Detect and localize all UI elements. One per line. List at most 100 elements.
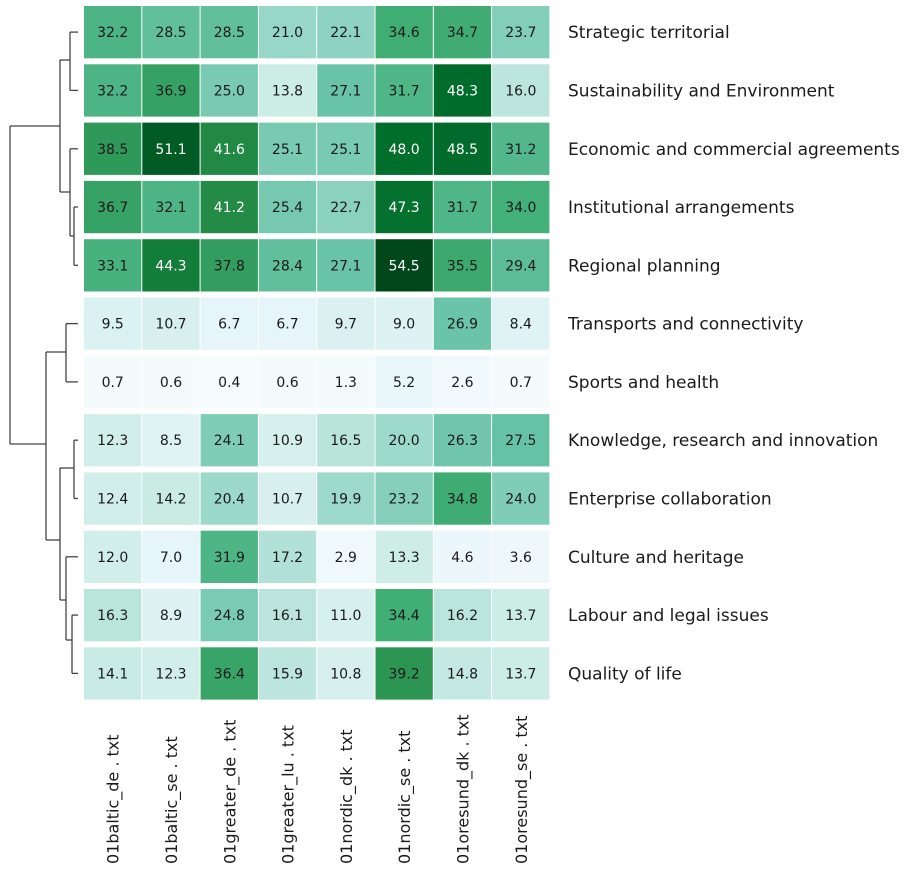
cell-value-label: 12.3 — [155, 666, 186, 682]
heatmap-cell — [492, 180, 550, 234]
heatmap-cell — [433, 355, 492, 409]
cell-value-label: 28.4 — [272, 258, 303, 274]
heatmap-cell — [317, 297, 375, 350]
heatmap-cell — [433, 530, 492, 583]
heatmap-cell — [84, 355, 142, 409]
heatmap-cell — [433, 647, 492, 700]
heatmap-cell — [258, 122, 317, 175]
column-label: 01nordic_dk . txt — [337, 729, 357, 864]
heatmap-cell — [258, 180, 317, 234]
heatmap-cell — [200, 589, 258, 642]
heatmap-cell — [200, 180, 258, 234]
heatmap-cell — [375, 297, 433, 350]
cell-value-label: 41.6 — [214, 142, 245, 158]
heatmap-cell — [258, 239, 317, 292]
cell-value-label: 8.4 — [510, 317, 532, 333]
heatmap-cell — [492, 64, 550, 117]
heatmap-cell — [200, 530, 258, 583]
heatmap-cell — [84, 297, 142, 350]
row-label: Enterprise collaboration — [568, 490, 772, 510]
heatmap-cell — [142, 414, 200, 467]
cell-value-label: 24.0 — [505, 492, 536, 508]
column-label: 01baltic_se . txt — [162, 736, 182, 864]
cell-value-label: 39.2 — [389, 666, 420, 682]
cell-value-label: 4.6 — [451, 550, 473, 566]
cell-value-label: 32.1 — [155, 200, 186, 216]
column-label: 01baltic_de . txt — [104, 734, 124, 864]
heatmap-cell — [317, 6, 375, 59]
heatmap-cell — [258, 589, 317, 642]
cell-value-label: 38.5 — [97, 142, 128, 158]
heatmap-cell — [433, 64, 492, 117]
cell-value-label: 0.4 — [218, 375, 240, 391]
heatmap-cell — [375, 180, 433, 234]
cell-value-label: 27.1 — [330, 83, 361, 99]
cell-value-label: 13.7 — [505, 608, 536, 624]
cell-value-label: 9.5 — [102, 317, 124, 333]
cell-value-label: 21.0 — [272, 25, 303, 41]
cell-value-label: 0.7 — [510, 375, 532, 391]
cell-value-label: 34.7 — [447, 25, 478, 41]
heatmap-cell — [375, 355, 433, 409]
heatmap-cell — [433, 6, 492, 59]
row-labels: Strategic territorial Sustainability and … — [567, 23, 900, 684]
row-dendrogram — [9, 31, 78, 675]
cell-value-label: 16.5 — [330, 433, 361, 449]
cell-value-label: 33.1 — [97, 258, 128, 274]
heatmap-cell — [433, 239, 492, 292]
heatmap-cell — [317, 647, 375, 700]
cell-value-label: 31.7 — [389, 83, 420, 99]
heatmap-cell — [200, 6, 258, 59]
cell-value-label: 16.2 — [447, 608, 478, 624]
heatmap-cell — [84, 589, 142, 642]
heatmap-cell — [200, 64, 258, 117]
cell-value-label: 8.9 — [160, 608, 182, 624]
cell-value-label: 31.7 — [447, 200, 478, 216]
row-label: Knowledge, research and innovation — [568, 431, 878, 451]
cell-value-label: 0.6 — [276, 375, 298, 391]
heatmap-cell — [200, 414, 258, 467]
row-label: Labour and legal issues — [568, 606, 769, 626]
heatmap-cell — [492, 297, 550, 350]
heatmap-cell — [317, 472, 375, 525]
heatmap-cell — [142, 589, 200, 642]
heatmap-cell — [433, 589, 492, 642]
cell-value-label: 36.4 — [214, 666, 245, 682]
heatmap-cell — [317, 180, 375, 234]
heatmap-cell — [84, 414, 142, 467]
heatmap-cell — [258, 472, 317, 525]
cell-value-label: 16.1 — [272, 608, 303, 624]
heatmap-cell — [258, 6, 317, 59]
heatmap-cell — [142, 297, 200, 350]
cell-value-label: 25.1 — [272, 142, 303, 158]
heatmap-cell — [142, 239, 200, 292]
heatmap-cell — [433, 472, 492, 525]
heatmap-cell — [492, 239, 550, 292]
cell-value-label: 12.4 — [97, 492, 128, 508]
heatmap-cell — [433, 122, 492, 175]
heatmap-cell — [433, 297, 492, 350]
heatmap-cell — [492, 472, 550, 525]
cell-value-label: 10.8 — [330, 666, 361, 682]
cell-value-label: 25.4 — [272, 200, 303, 216]
cell-value-label: 6.7 — [276, 317, 298, 333]
cell-value-label: 3.6 — [510, 550, 532, 566]
cell-value-label: 47.3 — [389, 200, 420, 216]
heatmap-cell — [492, 122, 550, 175]
heatmap-cell — [375, 122, 433, 175]
heatmap-cell — [375, 64, 433, 117]
row-label: Regional planning — [568, 256, 721, 276]
cell-value-label: 15.9 — [272, 666, 303, 682]
cell-value-label: 27.1 — [330, 258, 361, 274]
cell-value-label: 35.5 — [447, 258, 478, 274]
cell-value-label: 6.7 — [218, 317, 240, 333]
cell-value-label: 36.9 — [155, 83, 186, 99]
cell-value-label: 44.3 — [155, 258, 186, 274]
heatmap-cell — [375, 414, 433, 467]
heatmap-cell — [375, 530, 433, 583]
heatmap-cell — [492, 589, 550, 642]
heatmap-cell — [433, 180, 492, 234]
cell-value-label: 12.3 — [97, 433, 128, 449]
cell-value-label: 13.7 — [505, 666, 536, 682]
